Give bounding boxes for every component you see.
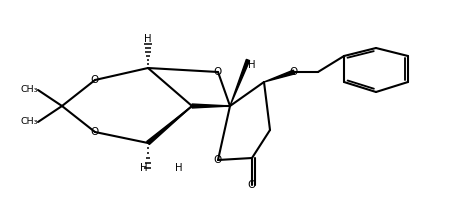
- Text: H: H: [144, 34, 151, 44]
- Text: O: O: [247, 180, 256, 190]
- Text: O: O: [213, 67, 222, 77]
- Polygon shape: [230, 59, 249, 106]
- Text: CH₃: CH₃: [21, 85, 38, 95]
- Text: O: O: [213, 155, 222, 165]
- Text: O: O: [289, 67, 297, 77]
- Text: CH₃: CH₃: [21, 117, 38, 127]
- Text: O: O: [91, 127, 99, 137]
- Text: H: H: [247, 60, 255, 70]
- Polygon shape: [263, 70, 294, 82]
- Text: H: H: [174, 163, 182, 173]
- Polygon shape: [146, 106, 191, 145]
- Text: H: H: [140, 163, 148, 173]
- Polygon shape: [191, 104, 230, 108]
- Text: O: O: [91, 75, 99, 85]
